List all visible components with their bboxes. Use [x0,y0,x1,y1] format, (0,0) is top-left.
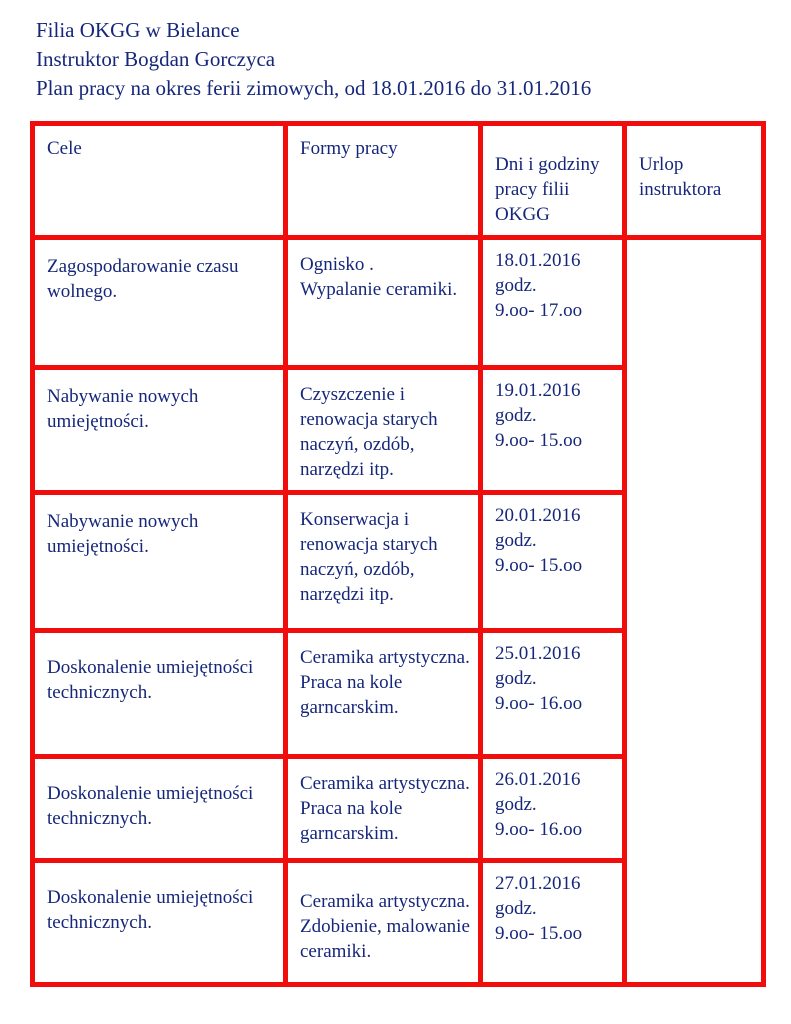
cell-cele: Doskonalenie umiejętności technicznych. [30,754,288,863]
cell-formy-pracy: Konserwacja i renowacja starych naczyń, … [283,490,483,633]
title-line-instructor: Instruktor Bogdan Gorczyca [36,47,276,71]
table-row: Nabywanie nowych umiejętności. Konserwac… [30,490,764,633]
header-cell-cele: Cele [30,121,288,240]
cell-dni-godziny: 19.01.2016 godz. 9.oo- 15.oo [478,365,627,495]
table-row: Doskonalenie umiejętności technicznych. … [30,858,764,987]
document-header: Filia OKGG w Bielance Instruktor Bogdan … [36,16,761,103]
work-plan-table: Cele Formy pracy Dni i godziny pracy fil… [30,121,766,987]
cell-urlop-empty [622,235,766,987]
document-page: Filia OKGG w Bielance Instruktor Bogdan … [30,16,766,987]
cell-cele: Doskonalenie umiejętności technicznych. [30,858,288,987]
cell-cele: Doskonalenie umiejętności technicznych. [30,628,288,759]
title-line-branch: Filia OKGG w Bielance [36,18,240,42]
cell-formy-pracy: Ceramika artystyczna. Praca na kole garn… [283,754,483,863]
cell-dni-godziny: 18.01.2016 godz. 9.oo- 17.oo [478,235,627,370]
cell-formy-pracy: Ceramika artystyczna. Zdobienie, malowan… [283,858,483,987]
header-cell-dni-godziny: Dni i godziny pracy filii OKGG [478,121,627,240]
cell-dni-godziny: 25.01.2016 godz. 9.oo- 16.oo [478,628,627,759]
table-row: Nabywanie nowych umiejętności. Czyszczen… [30,365,764,495]
table-row: Doskonalenie umiejętności technicznych. … [30,628,764,759]
cell-dni-godziny: 27.01.2016 godz. 9.oo- 15.oo [478,858,627,987]
cell-formy-pracy: Czyszczenie i renowacja starych naczyń, … [283,365,483,495]
title-line-plan-period: Plan pracy na okres ferii zimowych, od 1… [36,76,592,100]
header-cell-urlop-instruktora: Urlop instruktora [622,121,766,240]
cell-cele: Zagospodarowanie czasu wolnego. [30,235,288,370]
cell-formy-pracy: Ceramika artystyczna. Praca na kole garn… [283,628,483,759]
table-row: Doskonalenie umiejętności technicznych. … [30,754,764,863]
header-cell-formy-pracy: Formy pracy [283,121,483,240]
cell-cele: Nabywanie nowych umiejętności. [30,490,288,633]
table-header-row: Cele Formy pracy Dni i godziny pracy fil… [30,121,766,240]
cell-formy-pracy: Ognisko . Wypalanie ceramiki. [283,235,483,370]
cell-cele: Nabywanie nowych umiejętności. [30,365,288,495]
table-row: Zagospodarowanie czasu wolnego. Ognisko … [30,235,766,987]
cell-dni-godziny: 26.01.2016 godz. 9.oo- 16.oo [478,754,627,863]
cell-dni-godziny: 20.01.2016 godz. 9.oo- 15.oo [478,490,627,633]
